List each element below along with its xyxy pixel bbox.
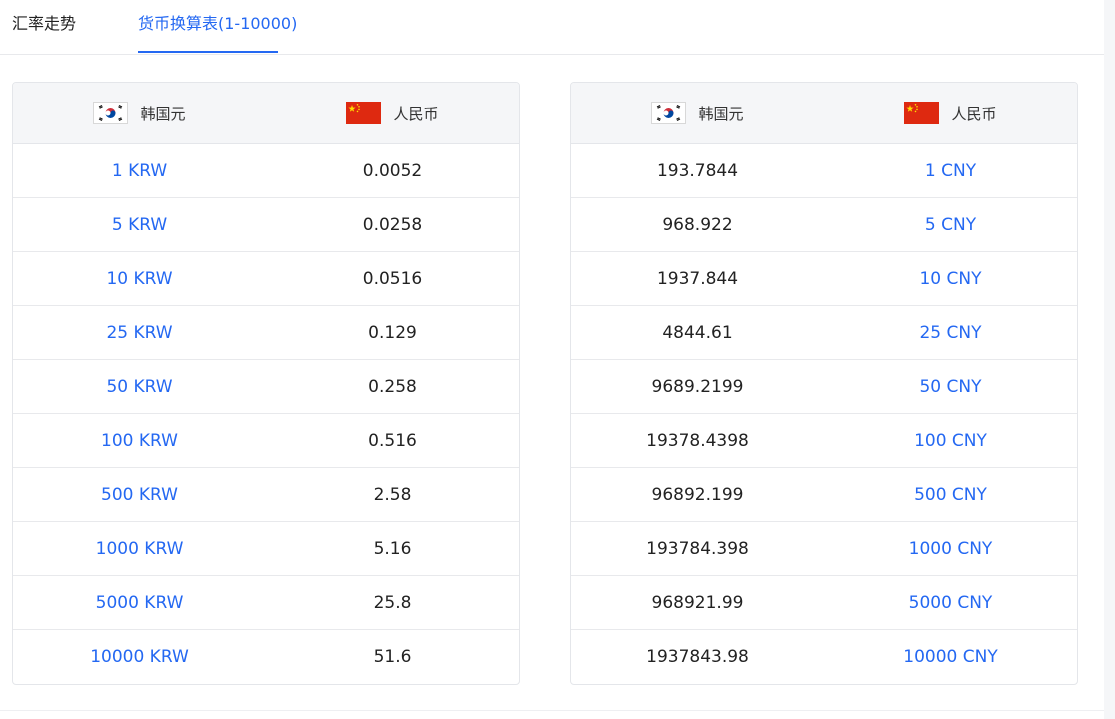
table-row: 25 KRW 0.129 [13,306,519,360]
amount-link[interactable]: 500 KRW [101,484,178,505]
table-row: 19378.4398 100 CNY [571,414,1077,468]
amount-link[interactable]: 5000 CNY [908,592,993,613]
table-row: 10 KRW 0.0516 [13,252,519,306]
tab-conversion-table[interactable]: 货币换算表(1-10000) [138,14,298,33]
converted-value: 51.6 [373,646,412,667]
converted-value: 1937.844 [656,268,739,289]
korea-flag-icon [651,102,687,124]
amount-link[interactable]: 5 KRW [111,214,168,235]
converted-value: 0.129 [368,322,417,343]
table-row: 1937.844 10 CNY [571,252,1077,306]
tab-exchange-trend[interactable]: 汇率走势 [12,14,77,33]
amount-link[interactable]: 10 KRW [106,268,173,289]
table-row: 193784.398 1000 CNY [571,522,1077,576]
converted-value: 0.0052 [362,160,423,181]
amount-link[interactable]: 100 KRW [101,430,178,451]
table-row: 100 KRW 0.516 [13,414,519,468]
amount-link[interactable]: 1 KRW [111,160,168,181]
converted-value: 0.0516 [362,268,423,289]
converted-value: 19378.4398 [646,430,749,451]
table-row: 96892.199 500 CNY [571,468,1077,522]
table-row: 1937843.98 10000 CNY [571,630,1077,683]
converted-value: 1937843.98 [646,646,749,667]
tab-bar: 汇率走势 货币换算表(1-10000) [0,0,1104,55]
converted-value: 0.258 [368,376,417,397]
header-to: 人民币 [824,83,1077,143]
china-flag-icon [346,102,382,124]
converted-value: 0.516 [368,430,417,451]
header-to-label: 人民币 [393,104,439,123]
china-flag-icon [904,102,940,124]
table-row: 9689.2199 50 CNY [571,360,1077,414]
amount-link[interactable]: 25 KRW [106,322,173,343]
amount-link[interactable]: 50 CNY [919,376,982,397]
table-row: 1 KRW 0.0052 [13,144,519,198]
active-tab-indicator [138,51,278,53]
amount-link[interactable]: 10 CNY [919,268,982,289]
table-row: 5000 KRW 25.8 [13,576,519,630]
amount-link[interactable]: 5 CNY [924,214,977,235]
amount-link[interactable]: 100 CNY [914,430,987,451]
table-header: 韩国元 人民币 [13,83,519,144]
header-from: 韩国元 [571,83,824,143]
converted-value: 5.16 [373,538,412,559]
scrollbar-track[interactable] [1104,0,1115,719]
korea-flag-icon [93,102,129,124]
converted-value: 25.8 [373,592,412,613]
converted-value: 968921.99 [651,592,744,613]
table-row: 193.7844 1 CNY [571,144,1077,198]
amount-link[interactable]: 25 CNY [919,322,982,343]
converted-value: 96892.199 [651,484,744,505]
table-header: 韩国元 人民币 [571,83,1077,144]
header-to: 人民币 [266,83,519,143]
converted-value: 968.922 [662,214,733,235]
converted-value: 4844.61 [662,322,733,343]
amount-link[interactable]: 10000 KRW [90,646,189,667]
converted-value: 2.58 [373,484,412,505]
cny-to-krw-table: 韩国元 人民币 193.7844 1 CNY 968.922 5 CNY 1937.… [570,82,1078,685]
converted-value: 193.7844 [656,160,739,181]
table-row: 968921.99 5000 CNY [571,576,1077,630]
amount-link[interactable]: 50 KRW [106,376,173,397]
table-row: 500 KRW 2.58 [13,468,519,522]
krw-to-cny-table: 韩国元 人民币 1 KRW 0.0052 5 KRW 0.0258 10 KRW 0.… [12,82,520,685]
converted-value: 193784.398 [646,538,749,559]
amount-link[interactable]: 500 CNY [914,484,987,505]
table-row: 1000 KRW 5.16 [13,522,519,576]
table-row: 10000 KRW 51.6 [13,630,519,683]
converted-value: 0.0258 [362,214,423,235]
amount-link[interactable]: 1000 KRW [95,538,184,559]
section-divider [0,710,1104,711]
header-from: 韩国元 [13,83,266,143]
amount-link[interactable]: 1 CNY [924,160,977,181]
amount-link[interactable]: 1000 CNY [908,538,993,559]
header-to-label: 人民币 [951,104,997,123]
converted-value: 9689.2199 [651,376,744,397]
table-row: 5 KRW 0.0258 [13,198,519,252]
table-row: 4844.61 25 CNY [571,306,1077,360]
table-row: 50 KRW 0.258 [13,360,519,414]
header-from-label: 韩国元 [140,104,186,123]
amount-link[interactable]: 5000 KRW [95,592,184,613]
header-from-label: 韩国元 [698,104,744,123]
amount-link[interactable]: 10000 CNY [903,646,998,667]
table-row: 968.922 5 CNY [571,198,1077,252]
